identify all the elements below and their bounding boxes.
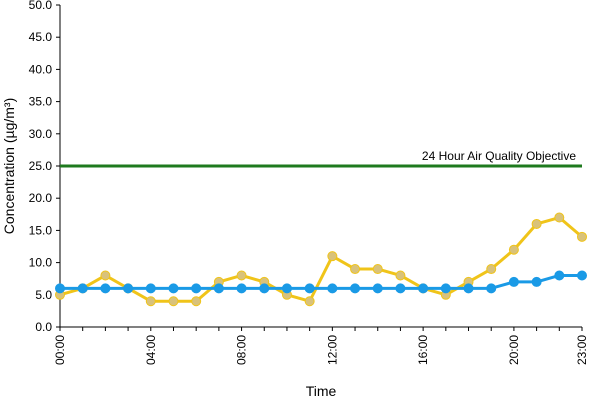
y-tick-label: 0.0	[35, 320, 52, 334]
series-1-point	[531, 218, 542, 229]
y-tick-label: 50.0	[29, 0, 53, 12]
y-tick-label: 25.0	[29, 159, 53, 173]
series-1-point	[486, 264, 497, 275]
y-tick-label: 5.0	[35, 288, 52, 302]
series-2-point	[191, 283, 202, 294]
y-tick-label: 20.0	[29, 191, 53, 205]
series-2-point	[554, 270, 565, 281]
series-1-point	[577, 231, 587, 242]
reference-line-group: 24 Hour Air Quality Objective	[60, 149, 582, 168]
y-tick-label: 30.0	[29, 127, 53, 141]
y-tick-label: 35.0	[29, 95, 53, 109]
series-2-point	[304, 283, 315, 294]
series-2-point	[395, 283, 406, 294]
x-tick-label: 23:00	[575, 335, 589, 365]
series-2-point	[77, 283, 88, 294]
series-2-point	[327, 283, 338, 294]
series-2-point	[259, 283, 270, 294]
y-tick-label: 15.0	[29, 223, 53, 237]
series-2-point	[213, 283, 224, 294]
series-2-point	[55, 283, 65, 294]
series-1-point	[395, 270, 406, 281]
x-tick-label: 04:00	[144, 335, 158, 365]
series-1-point	[554, 212, 565, 223]
series-1-point	[236, 270, 247, 281]
series-2-point	[486, 283, 497, 294]
series-2-point	[531, 276, 542, 287]
series-1-point	[191, 296, 202, 307]
x-tick-label: 20:00	[507, 335, 521, 365]
x-tick-label: 16:00	[416, 335, 430, 365]
y-tick-label: 10.0	[29, 256, 53, 270]
series-1-point	[304, 296, 315, 307]
series-1-point	[168, 296, 179, 307]
series-2-point	[168, 283, 179, 294]
y-tick-label: 40.0	[29, 62, 53, 76]
series-2-point	[236, 283, 247, 294]
x-tick-label: 08:00	[235, 335, 249, 365]
series-2-point	[100, 283, 111, 294]
x-tick-label: 12:00	[325, 335, 339, 365]
series-1-point	[100, 270, 111, 281]
series-1-point	[350, 264, 361, 275]
series-group	[55, 212, 587, 307]
x-axis-title: Time	[306, 383, 337, 399]
series-1-point	[145, 296, 156, 307]
series-2-point	[145, 283, 156, 294]
x-tick-label: 00:00	[53, 335, 67, 365]
series-2-point	[508, 276, 519, 287]
series-2-point	[418, 283, 429, 294]
y-tick-label: 45.0	[29, 30, 53, 44]
series-2-point	[463, 283, 474, 294]
series-2-point	[372, 283, 383, 294]
y-axis-ticks: 0.0 5.0 10.0 15.0 20.0 25.0 30.0 35.0 40.0 45.0 50…	[29, 0, 60, 334]
y-axis-title: Concentration (µg/m³)	[1, 98, 17, 234]
series-2-point	[123, 283, 134, 294]
series-2-point	[350, 283, 361, 294]
series-2-point	[281, 283, 292, 294]
series-1-point	[372, 264, 383, 275]
air-quality-objective-label: 24 Hour Air Quality Objective	[422, 149, 576, 163]
series-2-point	[577, 270, 587, 281]
series-1-point	[327, 251, 338, 262]
x-axis-ticks: 00:00 04:00 08:00 12:00 16:00 20:00 23:00	[53, 327, 589, 365]
series-2-point	[440, 283, 451, 294]
series-1-point	[508, 244, 519, 255]
